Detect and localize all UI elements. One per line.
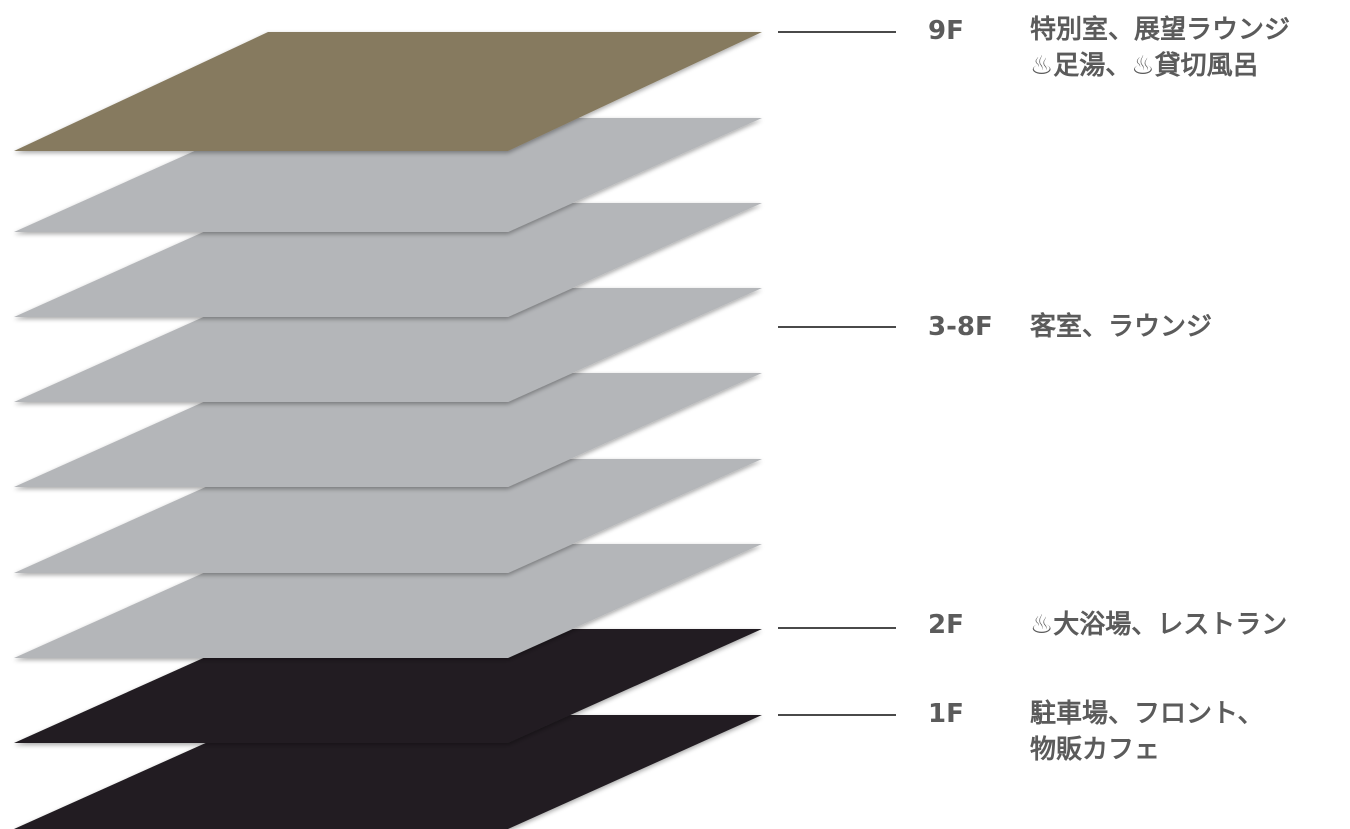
floor-label-1f: 1F — [928, 699, 964, 729]
floor-desc-1f: 駐車場、フロント、 物販カフェ — [1030, 696, 1263, 768]
slab-floor-7 — [14, 118, 762, 232]
floor-desc-2f: ♨大浴場、レストラン — [1030, 607, 1287, 643]
slab-floor-3 — [14, 459, 762, 573]
slab-floor-1 — [14, 629, 762, 743]
floor-desc-3-8f: 客室、ラウンジ — [1030, 309, 1212, 345]
slab-floor-2 — [14, 544, 762, 658]
floor-desc-9f-line-1: 特別室、展望ラウンジ — [1030, 15, 1291, 45]
floor-desc-1f-line-2: 物販カフェ — [1030, 735, 1161, 765]
floor-desc-3-8f-line-1: 客室、ラウンジ — [1030, 312, 1213, 342]
slab-floor-4 — [14, 373, 762, 487]
floor-label-3-8f: 3-8F — [928, 312, 993, 342]
floor-desc-2f-line-1: ♨大浴場、レストラン — [1030, 610, 1288, 640]
floor-label-9f: 9F — [928, 16, 964, 46]
slab-floor-b1 — [14, 715, 762, 829]
slab-floor-5 — [14, 288, 762, 402]
floor-desc-1f-line-1: 駐車場、フロント、 — [1030, 699, 1264, 729]
slab-floor-6 — [14, 203, 762, 317]
floor-desc-9f-line-2: ♨足湯、♨貸切風呂 — [1030, 51, 1259, 81]
floor-desc-9f: 特別室、展望ラウンジ ♨足湯、♨貸切風呂 — [1030, 12, 1290, 84]
floor-label-2f: 2F — [928, 610, 964, 640]
slab-floor-9 — [14, 32, 762, 151]
